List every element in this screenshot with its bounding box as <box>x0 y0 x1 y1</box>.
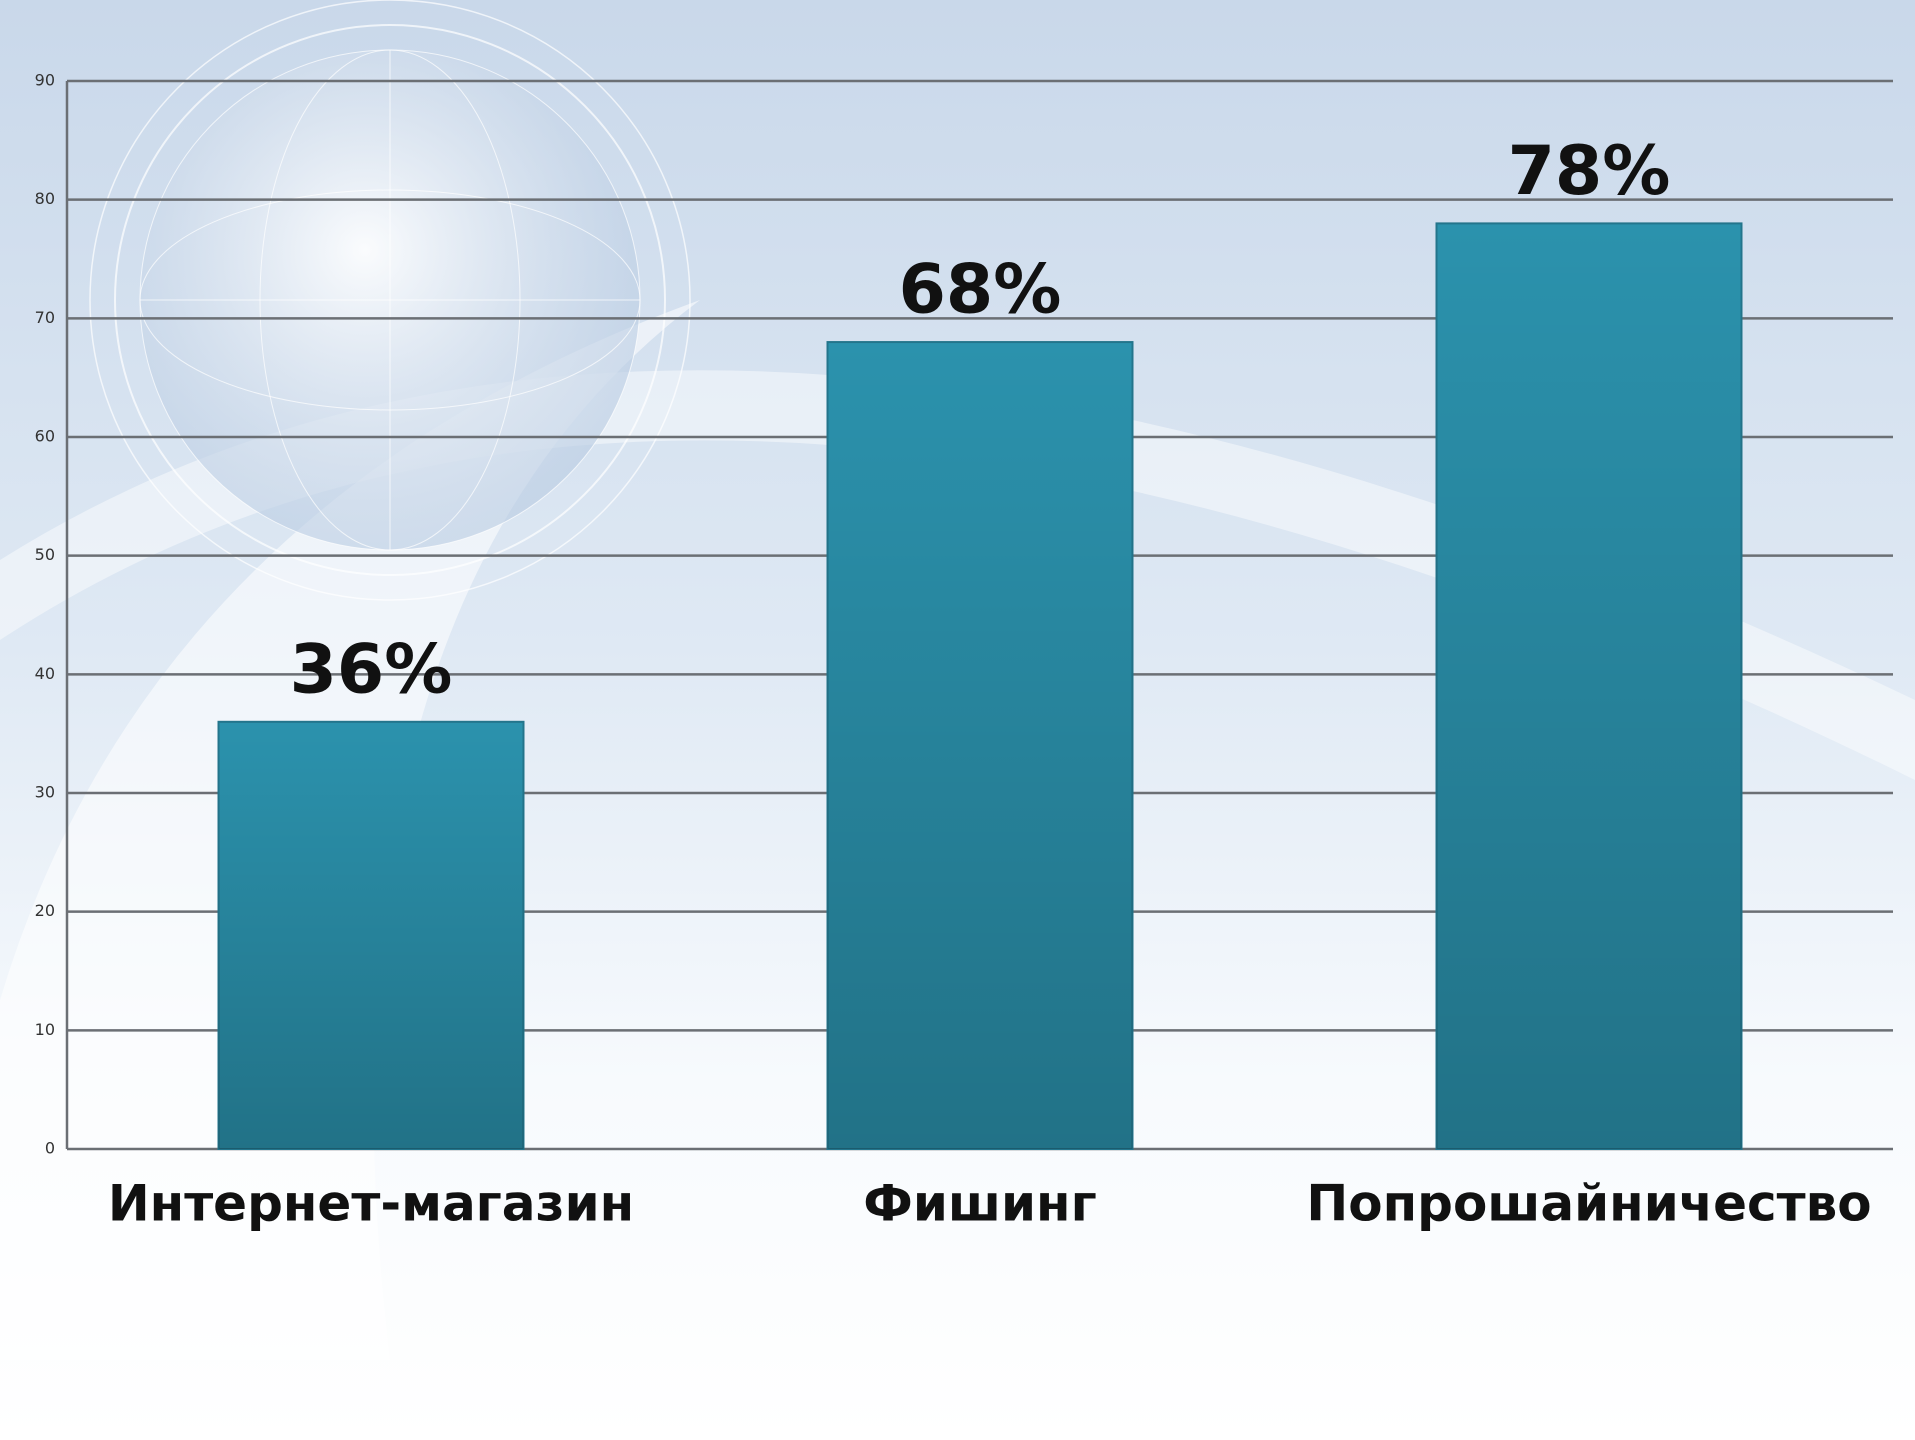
y-tick-label: 20 <box>35 901 55 920</box>
y-tick-label: 80 <box>35 189 55 208</box>
y-tick-label: 10 <box>35 1020 55 1039</box>
y-tick-label: 0 <box>45 1139 55 1158</box>
y-tick-label: 50 <box>35 545 55 564</box>
y-tick-label: 90 <box>35 71 55 90</box>
y-tick-label: 40 <box>35 664 55 683</box>
value-label: 78% <box>1508 132 1671 211</box>
bar-shade <box>1436 223 1742 1149</box>
x-tick-label: Интернет-магазин <box>108 1175 634 1233</box>
bar-shade <box>827 342 1133 1150</box>
y-tick-label: 70 <box>35 308 55 327</box>
x-tick-label: Фишинг <box>863 1175 1096 1233</box>
value-label: 68% <box>899 251 1062 330</box>
y-tick-label: 60 <box>35 427 55 446</box>
bar-shade <box>218 721 524 1149</box>
value-label: 36% <box>290 630 453 709</box>
x-tick-label: Попрошайничество <box>1306 1175 1871 1233</box>
y-tick-label: 30 <box>35 783 55 802</box>
decor-globe <box>89 0 691 601</box>
